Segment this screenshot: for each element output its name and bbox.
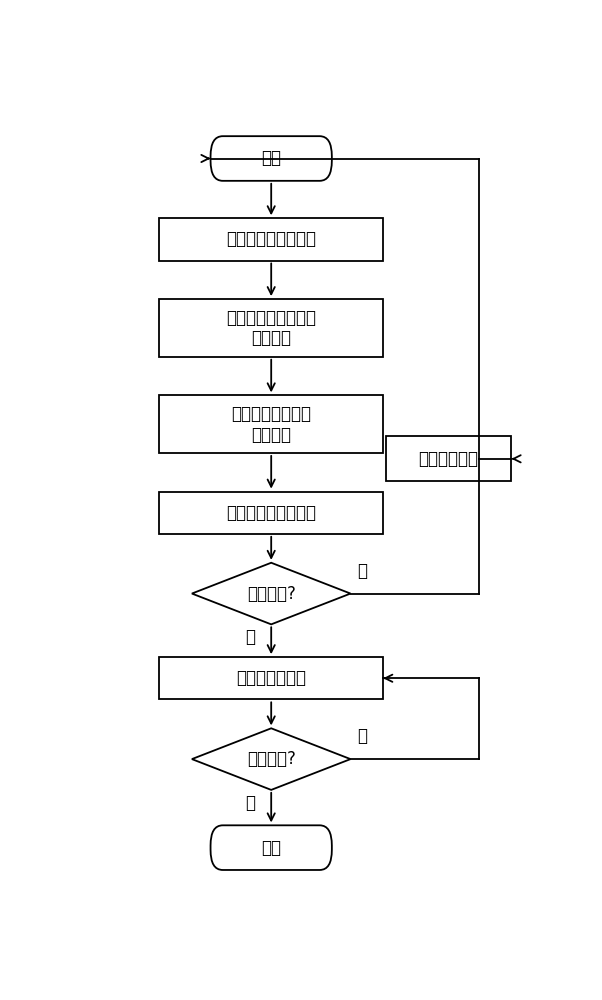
Polygon shape xyxy=(192,563,350,624)
Text: 否: 否 xyxy=(358,727,367,745)
FancyBboxPatch shape xyxy=(159,492,383,534)
Text: 从大数据输入训练集
正向传播: 从大数据输入训练集 正向传播 xyxy=(226,308,316,347)
Text: 结束: 结束 xyxy=(261,839,281,857)
Polygon shape xyxy=(192,728,350,790)
FancyBboxPatch shape xyxy=(159,657,383,699)
Text: 分类器输出故障类型: 分类器输出故障类型 xyxy=(226,504,316,522)
FancyBboxPatch shape xyxy=(211,136,332,181)
FancyBboxPatch shape xyxy=(211,825,332,870)
Text: 是: 是 xyxy=(245,628,255,646)
Text: 误差反向传播: 误差反向传播 xyxy=(418,450,479,468)
Text: 否: 否 xyxy=(358,562,367,580)
FancyBboxPatch shape xyxy=(159,299,383,357)
Text: 满足需要?: 满足需要? xyxy=(247,750,296,768)
Text: 参数收敛?: 参数收敛? xyxy=(247,585,296,603)
Text: 不同的卷积核进行
特征学习: 不同的卷积核进行 特征学习 xyxy=(231,405,311,444)
Text: 开始: 开始 xyxy=(261,149,281,167)
Text: 网络模型参数初始化: 网络模型参数初始化 xyxy=(226,230,316,248)
FancyBboxPatch shape xyxy=(159,395,383,453)
FancyBboxPatch shape xyxy=(385,436,512,481)
Text: 输入测试集测试: 输入测试集测试 xyxy=(236,669,306,687)
FancyBboxPatch shape xyxy=(159,218,383,261)
Text: 是: 是 xyxy=(245,794,255,812)
